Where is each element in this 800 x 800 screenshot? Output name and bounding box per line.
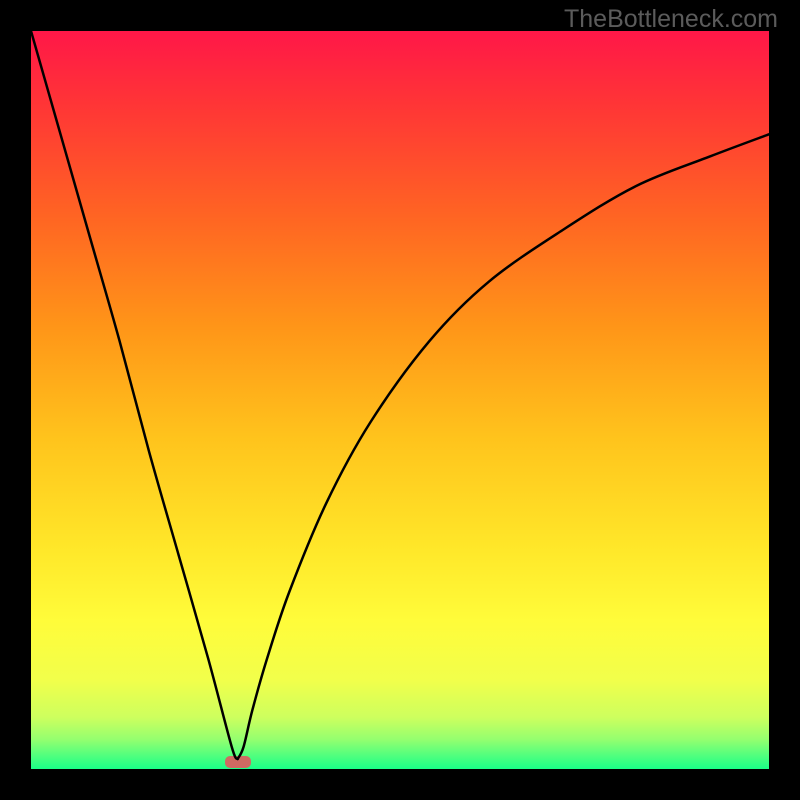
plot-area [31,31,769,769]
watermark-text: TheBottleneck.com [564,5,778,34]
figure-root: TheBottleneck.com [0,0,800,800]
bottleneck-curve [31,31,769,769]
